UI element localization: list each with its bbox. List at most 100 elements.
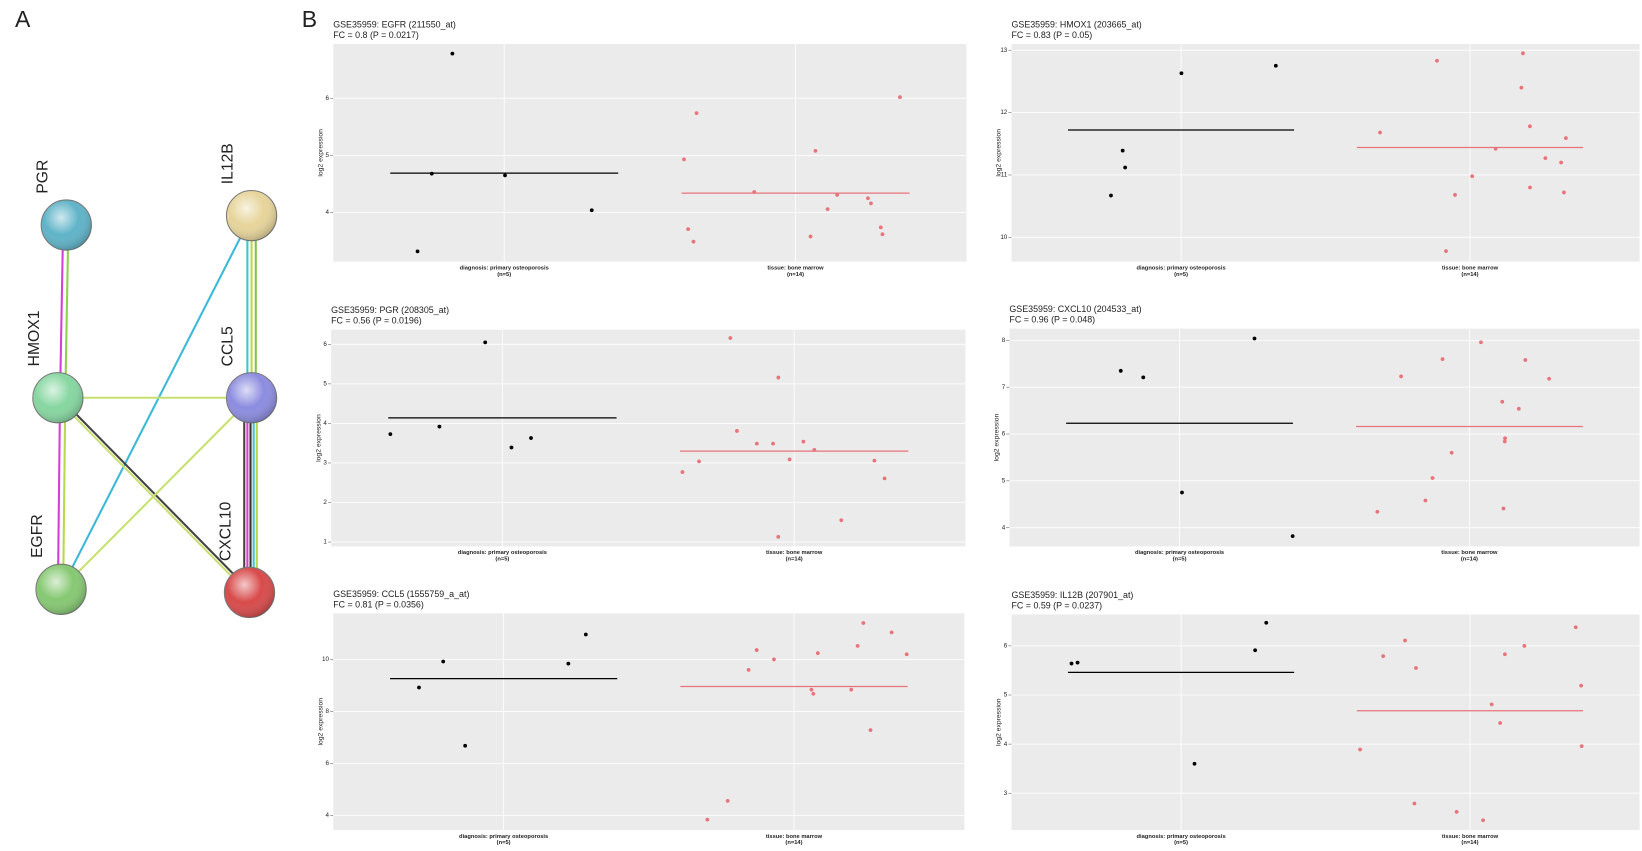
point [686, 227, 690, 231]
point [1490, 702, 1494, 706]
y-axis-label: log2 expression [317, 698, 324, 746]
chart-subtitle: FC = 0.81 (P = 0.0356) [333, 599, 424, 609]
chart-title: GSE35959: PGR (208305_at) [331, 305, 449, 315]
y-tick-label: 5 [326, 152, 330, 159]
point [1528, 186, 1532, 190]
point [584, 633, 588, 637]
node-shine [36, 564, 86, 614]
point [1399, 375, 1403, 379]
point [566, 662, 570, 666]
node-shine [226, 191, 276, 241]
point [1503, 440, 1507, 444]
point [869, 202, 873, 206]
y-tick-label: 6 [1002, 431, 1006, 438]
point [1453, 193, 1457, 197]
point [879, 226, 883, 230]
x-tick-label: diagnosis: primary osteoporosis [459, 834, 548, 840]
point [1441, 357, 1445, 361]
point [1070, 662, 1074, 666]
plot-background [1012, 44, 1640, 262]
point [463, 744, 467, 748]
point [788, 458, 792, 462]
chart-subtitle: FC = 0.83 (P = 0.05) [1012, 30, 1093, 40]
point [430, 172, 434, 176]
point [1500, 400, 1504, 404]
x-tick-count: (n=14) [1461, 556, 1478, 562]
point [590, 208, 594, 212]
chart-title: GSE35959: HMOX1 (203665_at) [1012, 19, 1142, 29]
y-tick-label: 4 [326, 812, 330, 819]
x-tick-label: diagnosis: primary osteoporosis [460, 265, 549, 271]
plot-background [1009, 329, 1639, 547]
plot-background [333, 613, 964, 830]
chart-subtitle: FC = 0.56 (P = 0.0196) [331, 316, 422, 326]
point [1076, 661, 1080, 665]
point [1517, 407, 1521, 411]
point [776, 376, 780, 380]
point [1498, 721, 1502, 725]
point [483, 340, 487, 344]
y-axis-label: log2 expression [317, 129, 324, 177]
y-tick-label: 8 [326, 708, 330, 715]
point [1502, 507, 1506, 511]
y-axis-label: log2 expression [996, 129, 1003, 177]
node-label: HMOX1 [26, 311, 43, 367]
point [811, 692, 815, 696]
point [826, 207, 830, 211]
point [1435, 59, 1439, 63]
point [861, 621, 865, 625]
chart-title: GSE35959: CCL5 (1555759_a_at) [333, 589, 469, 599]
y-tick-label: 8 [1002, 337, 1006, 344]
x-tick-label: tissue: bone marrow [1442, 834, 1499, 840]
point [849, 688, 853, 692]
point [1503, 652, 1507, 656]
x-tick-count: (n=14) [786, 556, 803, 562]
point [1547, 377, 1551, 381]
point [1523, 358, 1527, 362]
panel-label: A [15, 6, 31, 32]
point [1450, 451, 1454, 455]
point [873, 459, 877, 463]
x-tick-count: (n=5) [497, 840, 511, 846]
point [681, 470, 685, 474]
point [1253, 648, 1257, 652]
point [529, 436, 533, 440]
figure: A B PGRIL12BHMOX1CCL5EGFRCXCL10 GSE35959… [0, 0, 1642, 851]
point [1414, 666, 1418, 670]
point [1494, 147, 1498, 151]
y-tick-label: 1 [323, 539, 327, 546]
point [438, 425, 442, 429]
x-tick-label: tissue: bone marrow [766, 834, 823, 840]
point [1580, 744, 1584, 748]
point [1521, 51, 1525, 55]
y-tick-label: 5 [1002, 478, 1006, 485]
point [1520, 86, 1524, 90]
node-label: EGFR [29, 514, 46, 558]
point [1543, 156, 1547, 160]
point [771, 442, 775, 446]
y-tick-label: 10 [1000, 234, 1007, 241]
plot-background [331, 330, 965, 547]
point [1444, 249, 1448, 253]
chart-title: GSE35959: CXCL10 (204533_at) [1009, 304, 1141, 314]
x-tick-label: tissue: bone marrow [767, 265, 824, 271]
point [812, 448, 816, 452]
point [772, 658, 776, 662]
chart-subtitle: FC = 0.8 (P = 0.0217) [333, 30, 419, 40]
point [1503, 436, 1507, 440]
point [510, 446, 514, 450]
point [835, 193, 839, 197]
point [1424, 499, 1428, 503]
point [866, 196, 870, 200]
point [735, 429, 739, 433]
y-tick-label: 5 [323, 381, 327, 388]
x-tick-label: tissue: bone marrow [1442, 265, 1499, 271]
point [1253, 337, 1257, 341]
point [1381, 654, 1385, 658]
point [1479, 340, 1483, 344]
node-shine [224, 567, 274, 617]
point [856, 644, 860, 648]
point [809, 235, 813, 239]
point [503, 174, 507, 178]
point [1180, 71, 1184, 75]
